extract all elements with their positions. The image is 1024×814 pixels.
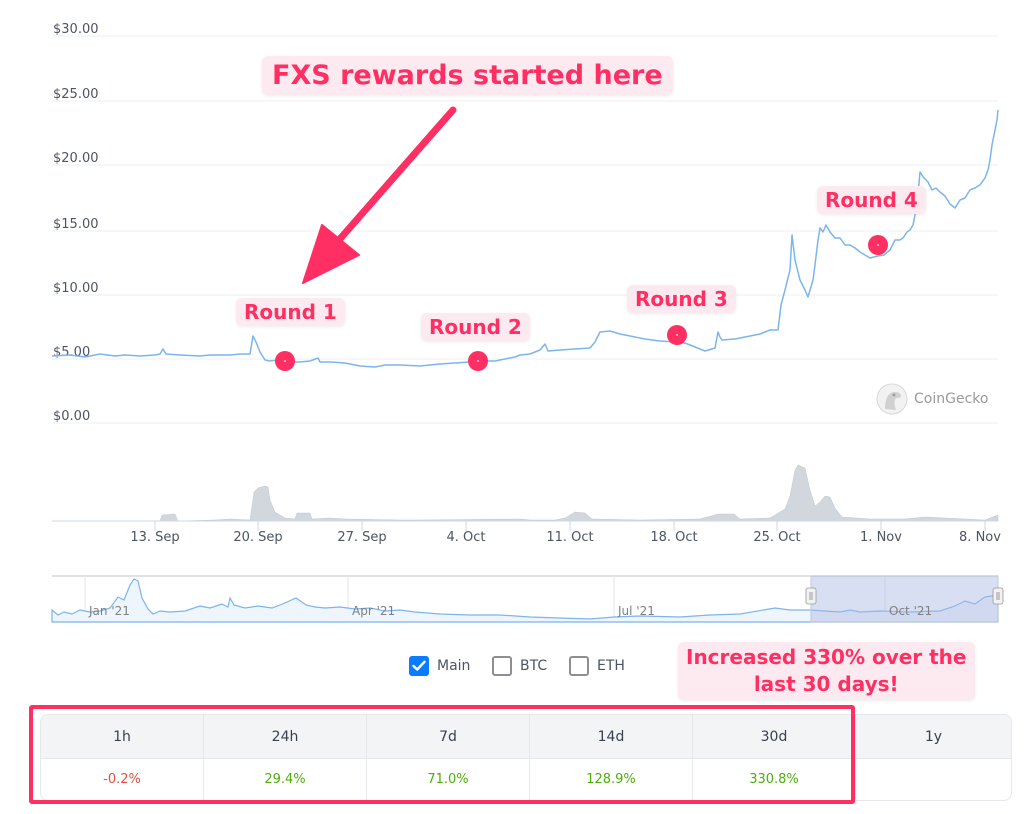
change-col-1h: 1h -0.2% <box>41 715 204 800</box>
legend-label: BTC <box>520 658 548 674</box>
checkbox-btc[interactable] <box>492 656 512 676</box>
watermark-label: CoinGecko <box>914 391 989 407</box>
x-label: 8. Nov <box>959 530 1001 545</box>
increase-line-1: Increased 330% over the <box>686 645 967 669</box>
x-label: 20. Sep <box>233 530 283 545</box>
round-3-label: Round 3 <box>627 285 736 313</box>
navigator-right-handle[interactable] <box>992 587 1004 605</box>
x-label: 4. Oct <box>446 530 486 545</box>
checkbox-main[interactable] <box>409 656 429 676</box>
y-label: $0.00 <box>53 409 91 424</box>
column-header: 1h <box>41 715 203 759</box>
price-chart[interactable] <box>0 0 1024 560</box>
column-header: 14d <box>530 715 692 759</box>
legend-label: Main <box>437 658 471 674</box>
y-label: $10.00 <box>53 281 99 296</box>
gridlines <box>52 35 998 424</box>
navigator-area <box>51 578 999 623</box>
gecko-logo-icon <box>876 383 908 415</box>
range-navigator[interactable] <box>0 570 1024 630</box>
round-1-marker[interactable] <box>275 351 295 371</box>
arrow-icon <box>302 106 457 284</box>
legend-label: ETH <box>597 658 625 674</box>
x-label: 13. Sep <box>130 530 180 545</box>
column-header: 24h <box>204 715 366 759</box>
x-label: 25. Oct <box>753 530 801 545</box>
y-label: $15.00 <box>53 217 99 232</box>
change-value: 330.8% <box>749 772 799 787</box>
increase-line-2: last 30 days! <box>753 672 899 696</box>
change-col-14d: 14d 128.9% <box>530 715 693 800</box>
round-3-marker[interactable] <box>667 325 687 345</box>
legend-main[interactable]: Main <box>409 656 470 676</box>
change-col-30d: 30d 330.8% <box>693 715 856 800</box>
round-2-marker[interactable] <box>468 351 488 371</box>
y-label: $30.00 <box>53 22 99 37</box>
round-4-label: Round 4 <box>817 186 926 214</box>
change-value: 71.0% <box>427 772 469 787</box>
navigator-left-handle[interactable] <box>805 587 817 605</box>
checkmark-icon <box>412 660 426 671</box>
change-col-7d: 7d 71.0% <box>367 715 530 800</box>
price-change-table: 1h -0.2% 24h 29.4% 7d 71.0% 14d 128.9% 3… <box>40 714 1012 801</box>
x-ticks <box>154 521 986 531</box>
navigator-label: Oct '21 <box>889 604 933 618</box>
x-label: 18. Oct <box>650 530 698 545</box>
change-col-1y: 1y <box>856 715 1011 800</box>
coingecko-watermark: CoinGecko <box>876 383 988 415</box>
change-value: -0.2% <box>103 772 141 787</box>
round-1-label: Round 1 <box>236 298 345 326</box>
y-label: $20.00 <box>53 151 99 166</box>
navigator-selection[interactable] <box>810 575 999 623</box>
headline-callout: FXS rewards started here <box>262 56 673 95</box>
column-header: 30d <box>693 715 855 759</box>
navigator-label: Apr '21 <box>352 604 396 618</box>
change-col-24h: 24h 29.4% <box>204 715 367 800</box>
round-4-marker[interactable] <box>868 235 888 255</box>
navigator-label: Jan '21 <box>89 604 130 618</box>
x-label: 27. Sep <box>337 530 387 545</box>
change-value: 29.4% <box>264 772 306 787</box>
checkbox-eth[interactable] <box>569 656 589 676</box>
legend-btc[interactable]: BTC <box>492 656 547 676</box>
increase-callout: Increased 330% over the last 30 days! <box>678 642 975 700</box>
x-label: 1. Nov <box>860 530 902 545</box>
volume-area <box>52 464 999 522</box>
change-value <box>856 759 1011 800</box>
column-header: 1y <box>856 715 1011 759</box>
round-2-label: Round 2 <box>421 313 530 341</box>
legend-eth[interactable]: ETH <box>569 656 625 676</box>
x-label: 11. Oct <box>546 530 594 545</box>
change-value: 128.9% <box>586 772 636 787</box>
navigator-label: Jul '21 <box>618 604 655 618</box>
y-label: $25.00 <box>53 87 99 102</box>
column-header: 7d <box>367 715 529 759</box>
